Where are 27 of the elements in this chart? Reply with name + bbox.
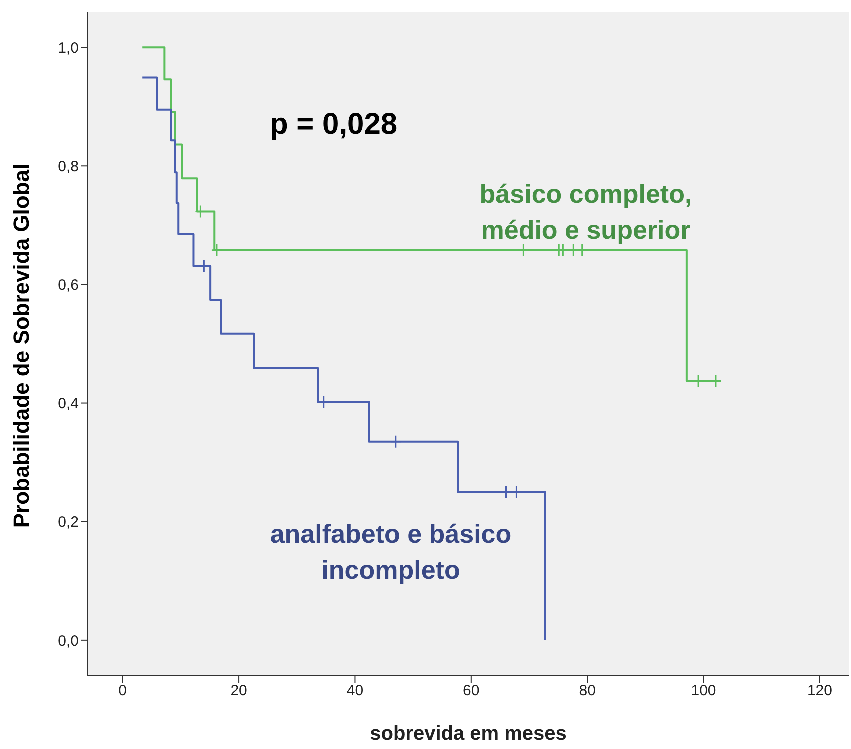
point bbox=[198, 260, 210, 274]
series-label: básico completo, médio e superior bbox=[478, 178, 694, 247]
point bbox=[390, 435, 402, 449]
point bbox=[576, 244, 588, 258]
y-tick-label: 0,6 bbox=[58, 277, 79, 294]
x-tick-label: 120 bbox=[807, 682, 832, 700]
point bbox=[692, 374, 704, 388]
x-tick-label: 60 bbox=[463, 682, 480, 700]
y-tick-label: 0,2 bbox=[58, 514, 79, 532]
point bbox=[710, 374, 722, 388]
point bbox=[318, 395, 330, 409]
x-tick-label: 100 bbox=[691, 682, 716, 700]
point bbox=[211, 244, 223, 258]
y-axis-title: Probabilidade de Sobrevida Global bbox=[9, 164, 35, 528]
point bbox=[568, 244, 580, 258]
series-label: analfabeto e básico incompleto bbox=[269, 518, 513, 587]
y-tick-label: 1,0 bbox=[58, 40, 79, 57]
annotation: p = 0,028 bbox=[270, 108, 398, 142]
x-tick-label: 20 bbox=[230, 682, 248, 700]
y-tick-label: 0,4 bbox=[58, 396, 79, 413]
point bbox=[518, 244, 530, 258]
x-tick-label: 0 bbox=[118, 682, 128, 700]
x-tick-label: 80 bbox=[579, 682, 596, 700]
y-tick-label: 0,8 bbox=[58, 158, 79, 176]
x-axis-title: sobrevida em meses bbox=[370, 723, 567, 745]
y-tick-label: 0,0 bbox=[58, 632, 79, 650]
x-tick-label: 40 bbox=[346, 682, 364, 700]
